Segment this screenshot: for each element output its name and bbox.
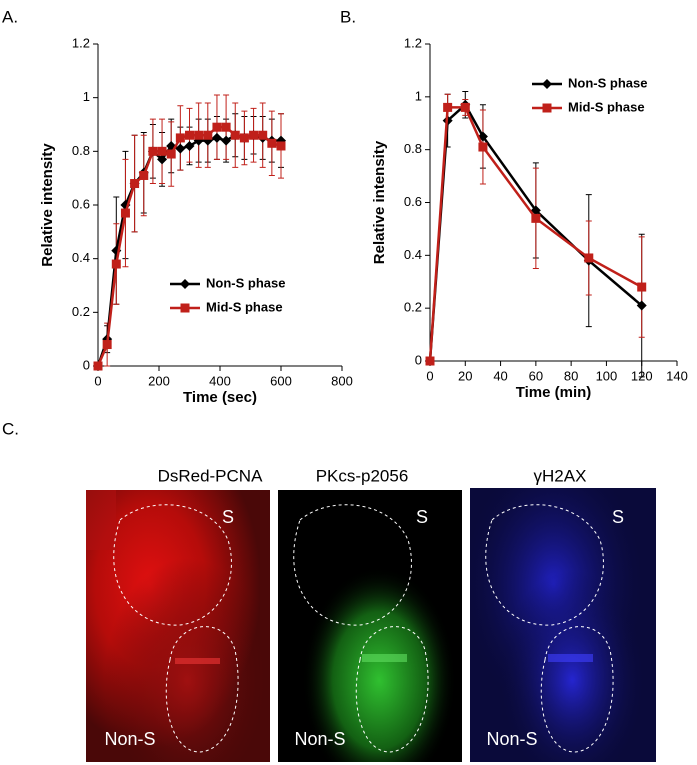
legend-label: Mid-S phase xyxy=(568,99,645,114)
panel-label: B. xyxy=(340,7,356,26)
data-point xyxy=(111,259,121,269)
image-label: Non-S xyxy=(104,729,155,749)
y-tick-label: 0.4 xyxy=(72,250,90,265)
x-tick-label: 0 xyxy=(94,373,101,388)
data-point xyxy=(184,140,195,151)
y-tick-label: 0.2 xyxy=(72,304,90,319)
y-tick-label: 1.2 xyxy=(404,35,422,50)
data-point xyxy=(175,143,186,154)
data-point xyxy=(478,142,488,152)
image-label: S xyxy=(612,507,624,527)
data-point xyxy=(425,356,435,366)
x-tick-label: 200 xyxy=(148,373,170,388)
data-point xyxy=(636,300,647,311)
data-point xyxy=(258,130,268,140)
data-point xyxy=(212,122,222,132)
legend-marker xyxy=(180,303,190,313)
image-title: PKcs-p2056 xyxy=(316,466,409,485)
x-tick-label: 80 xyxy=(564,368,578,383)
image-title: DsRed-PCNA xyxy=(158,466,264,485)
data-point xyxy=(203,130,213,140)
y-tick-label: 0.2 xyxy=(404,300,422,315)
x-tick-label: 400 xyxy=(209,373,231,388)
panel-label: A. xyxy=(2,7,18,26)
legend-marker xyxy=(542,103,552,113)
image-title: γH2AX xyxy=(534,466,587,485)
data-point xyxy=(130,179,140,189)
data-point xyxy=(139,170,149,180)
legend-label: Mid-S phase xyxy=(206,299,283,314)
data-point xyxy=(175,133,185,143)
data-point xyxy=(221,135,232,146)
data-point xyxy=(443,102,453,112)
data-point xyxy=(157,154,168,165)
y-tick-label: 0.8 xyxy=(72,143,90,158)
y-tick-label: 1.2 xyxy=(72,35,90,50)
x-tick-label: 140 xyxy=(666,368,688,383)
y-tick-label: 0.8 xyxy=(404,141,422,156)
legend-label: Non-S phase xyxy=(568,75,647,90)
x-tick-label: 40 xyxy=(493,368,507,383)
data-point xyxy=(211,132,222,143)
y-axis-title: Relative intensity xyxy=(371,140,388,264)
y-tick-label: 0 xyxy=(83,357,90,372)
data-point xyxy=(102,340,112,350)
micrograph xyxy=(86,490,270,762)
image-label: Non-S xyxy=(486,729,537,749)
micrograph xyxy=(278,490,462,762)
image-label: Non-S xyxy=(294,729,345,749)
data-point xyxy=(148,146,158,156)
legend-marker xyxy=(180,279,190,289)
micrograph xyxy=(470,488,656,762)
y-tick-label: 0.4 xyxy=(404,247,422,262)
y-tick-label: 0 xyxy=(415,352,422,367)
x-tick-label: 20 xyxy=(458,368,472,383)
y-axis-title: Relative intensity xyxy=(39,143,56,267)
data-point xyxy=(230,130,240,140)
image-label: S xyxy=(222,507,234,527)
data-point xyxy=(637,282,647,292)
y-tick-label: 1 xyxy=(415,88,422,103)
image-label: S xyxy=(416,507,428,527)
x-tick-label: 0 xyxy=(426,368,433,383)
y-tick-label: 0.6 xyxy=(404,194,422,209)
data-point xyxy=(267,138,277,148)
data-point xyxy=(239,133,249,143)
data-point xyxy=(249,130,259,140)
x-tick-label: 100 xyxy=(596,368,618,383)
data-point xyxy=(120,208,130,218)
data-point xyxy=(584,253,594,263)
legend-marker xyxy=(542,79,552,89)
x-axis-title: Time (sec) xyxy=(183,389,257,406)
data-point xyxy=(166,149,176,159)
x-tick-label: 60 xyxy=(529,368,543,383)
x-axis-title: Time (min) xyxy=(516,384,592,401)
data-point xyxy=(185,130,194,140)
y-tick-label: 0.6 xyxy=(72,196,90,211)
panel-label: C. xyxy=(2,419,19,438)
legend-label: Non-S phase xyxy=(206,275,285,290)
data-point xyxy=(93,361,103,371)
x-tick-label: 800 xyxy=(331,373,353,388)
data-point xyxy=(157,146,167,156)
data-point xyxy=(531,213,541,223)
x-tick-label: 600 xyxy=(270,373,292,388)
data-point xyxy=(221,122,231,132)
data-point xyxy=(276,141,286,151)
data-point xyxy=(460,102,470,112)
data-point xyxy=(194,130,204,140)
y-tick-label: 1 xyxy=(83,89,90,104)
